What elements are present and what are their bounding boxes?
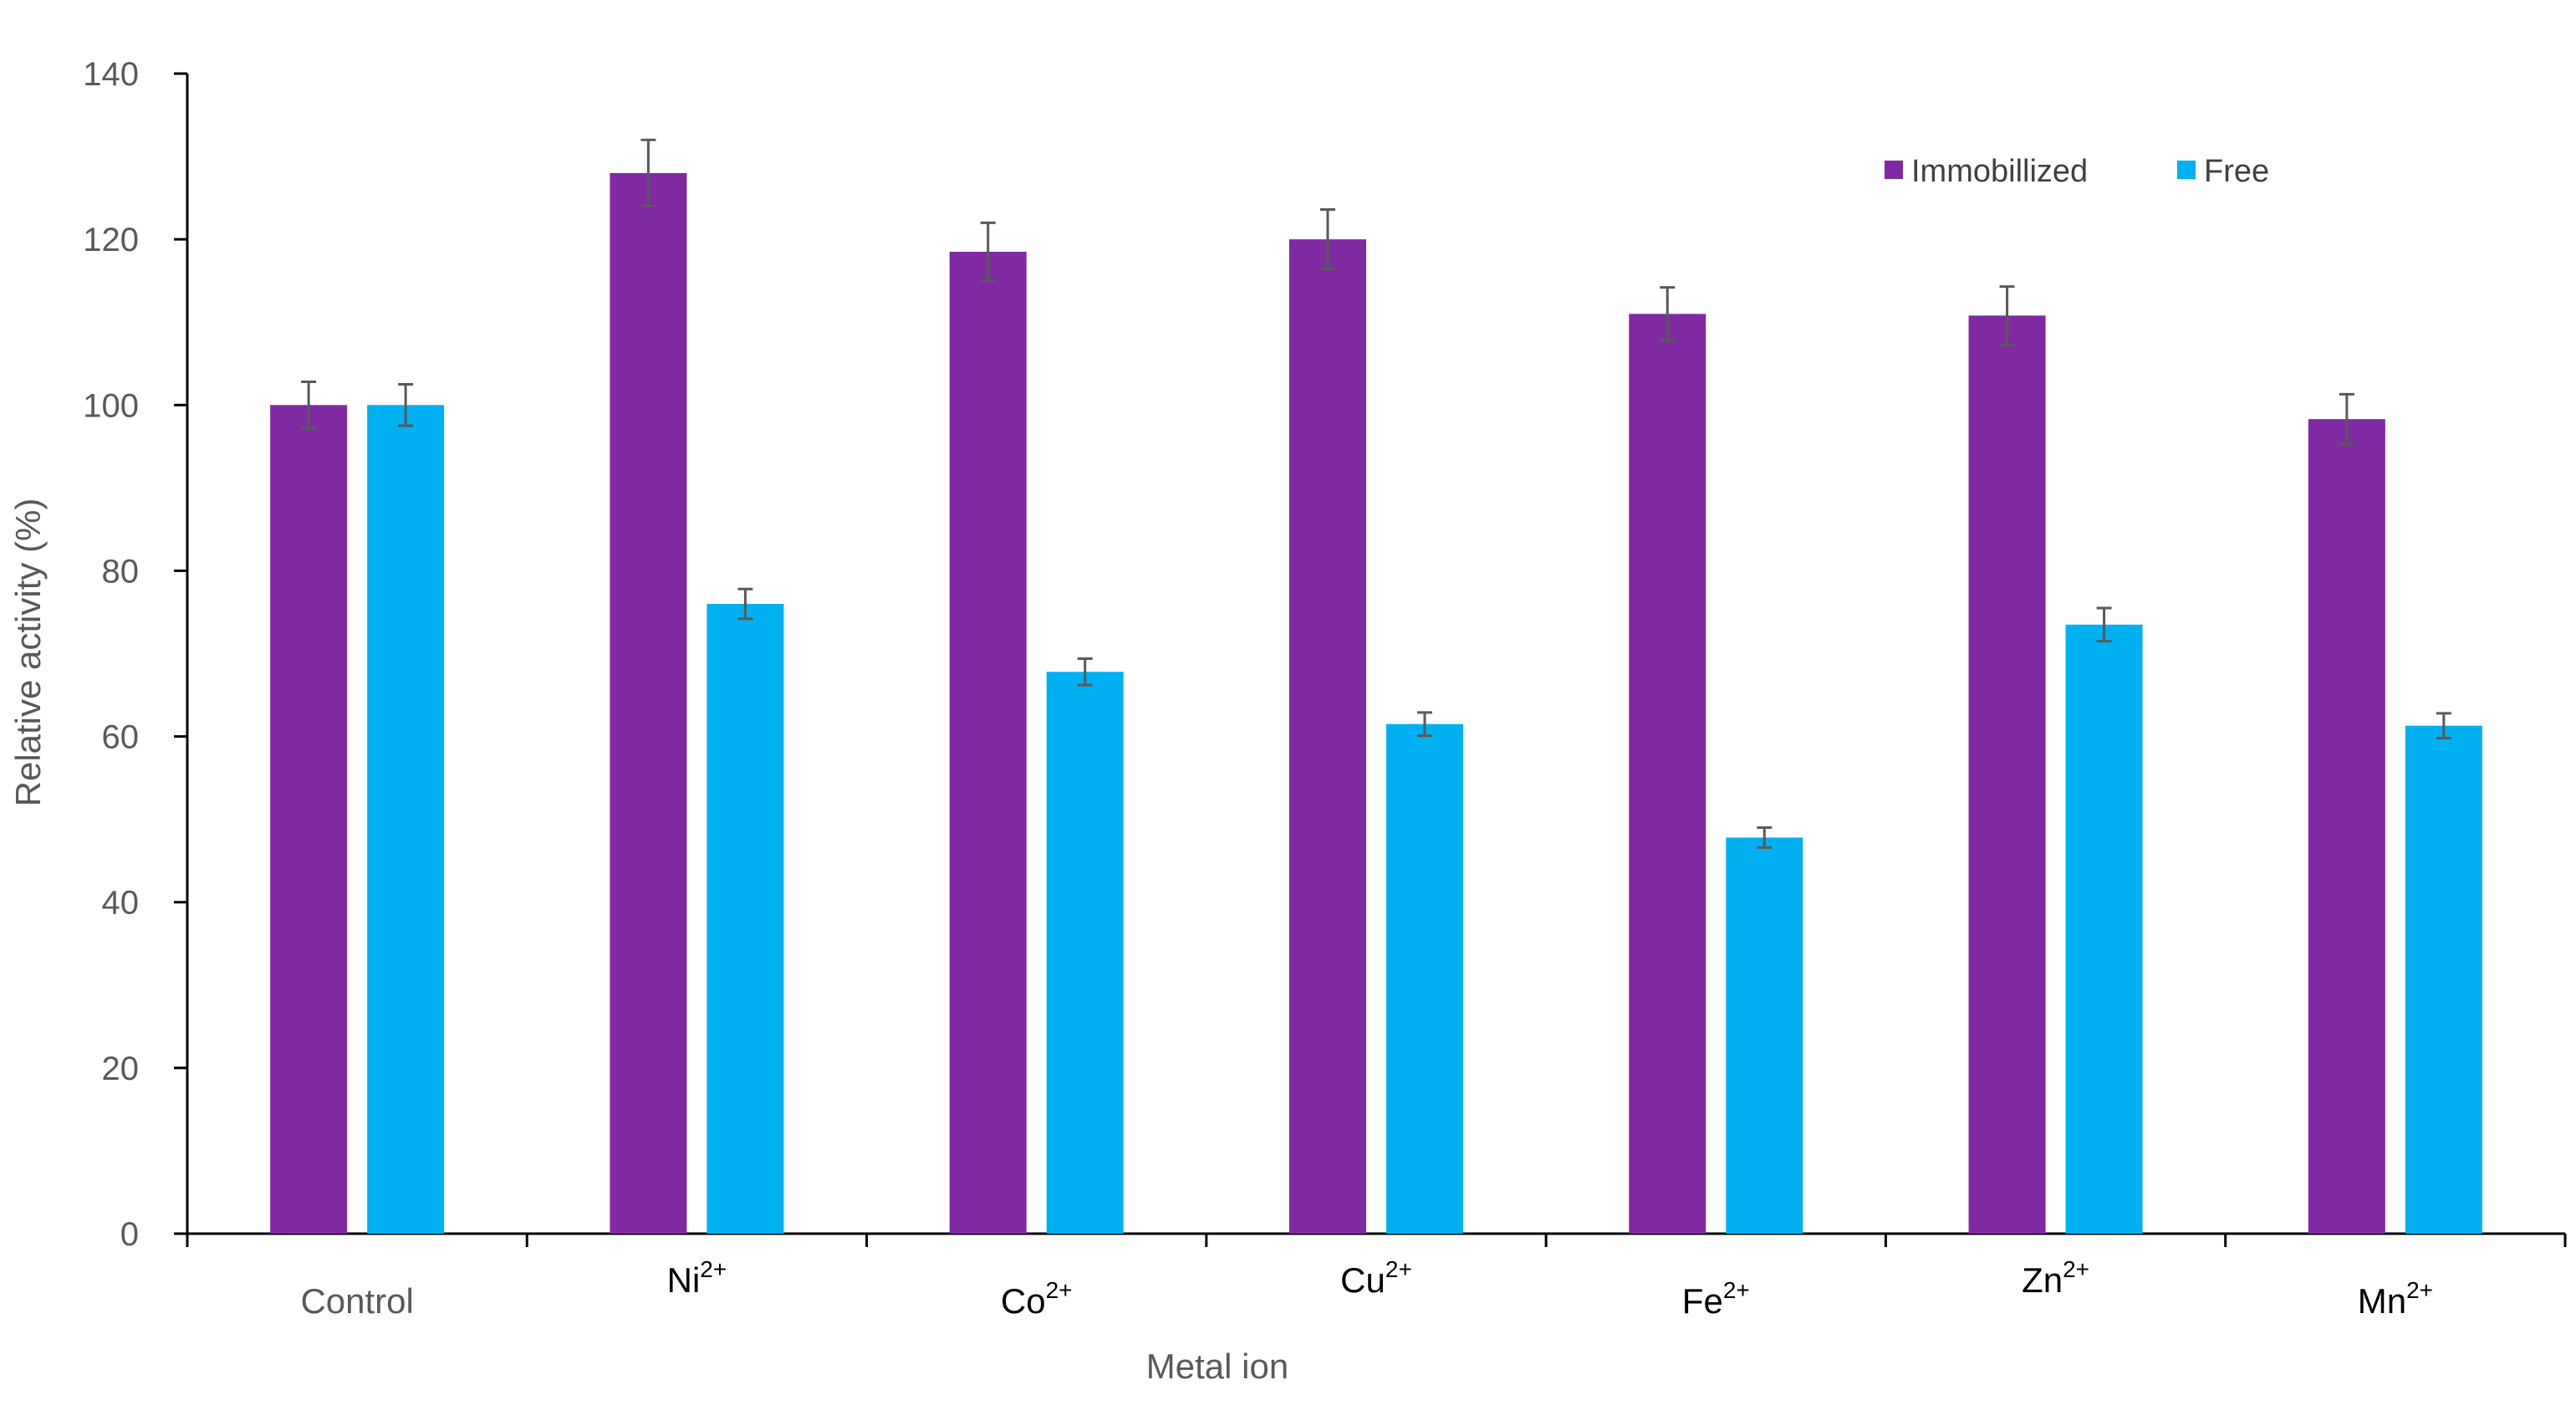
- legend-label: Free: [2204, 154, 2269, 189]
- error-bar: [398, 383, 414, 427]
- error-bars: [301, 138, 2451, 849]
- y-tick-label: 140: [83, 56, 139, 93]
- bar-immobillized-mn: [2308, 419, 2385, 1234]
- error-bar: [2436, 712, 2451, 740]
- category-label-base: Control: [300, 1281, 413, 1321]
- category-label-superscript: 2+: [2406, 1277, 2433, 1303]
- legend-item-immobillized: Immobillized: [1885, 154, 2088, 189]
- category-label: Control: [300, 1281, 413, 1321]
- error-bar: [1660, 286, 1676, 342]
- y-tick-label: 40: [102, 885, 140, 922]
- category-label: Fe2+: [1682, 1277, 1750, 1321]
- legend-label: Immobillized: [1911, 154, 2088, 189]
- error-bar: [640, 138, 656, 208]
- bar-immobillized-fe: [1629, 314, 1706, 1234]
- bars: [270, 172, 2482, 1234]
- bar-free-zn: [2065, 624, 2143, 1234]
- bar-immobillized-control: [270, 405, 348, 1234]
- legend-item-free: Free: [2177, 154, 2269, 189]
- error-bar: [2096, 606, 2112, 643]
- category-label-base: Co: [1001, 1281, 1046, 1321]
- error-bar: [2339, 392, 2354, 446]
- y-tick-label: 0: [120, 1216, 139, 1253]
- error-bar: [1320, 207, 1335, 271]
- x-axis-title: Metal ion: [1146, 1347, 1288, 1386]
- x-axis: [186, 1232, 2567, 1247]
- bar-immobillized-co: [949, 252, 1027, 1234]
- y-tick-label: 120: [83, 222, 139, 258]
- bar-immobillized-cu: [1289, 239, 1366, 1234]
- error-bar: [1757, 826, 1773, 849]
- category-label-base: Fe: [1682, 1281, 1723, 1321]
- category-label-base: Zn: [2022, 1260, 2063, 1300]
- y-axis-title: Relative activity (%): [8, 498, 48, 807]
- bar-free-ni: [706, 604, 784, 1234]
- y-tick-label: 20: [102, 1050, 140, 1087]
- y-tick-label: 60: [102, 719, 140, 756]
- legend-swatch: [1885, 161, 1903, 179]
- bar-free-fe: [1726, 837, 1803, 1234]
- error-bar: [980, 221, 996, 283]
- y-axis: 0 20 40 60 80 100 120 140: [83, 56, 189, 1253]
- bar-free-mn: [2405, 725, 2482, 1234]
- error-bar: [1077, 657, 1093, 687]
- category-label-base: Mn: [2358, 1281, 2406, 1321]
- category-label-superscript: 2+: [1723, 1277, 1750, 1303]
- category-label-superscript: 2+: [1385, 1256, 1412, 1282]
- category-label: Cu2+: [1340, 1256, 1412, 1300]
- category-label: Ni2+: [667, 1256, 727, 1300]
- category-label-superscript: 2+: [700, 1256, 727, 1282]
- error-bar: [1417, 711, 1432, 738]
- category-label: Mn2+: [2358, 1277, 2433, 1321]
- error-bar: [1999, 285, 2015, 346]
- category-label: Zn2+: [2022, 1256, 2089, 1300]
- bar-free-control: [367, 405, 445, 1234]
- y-tick-label: 80: [102, 553, 140, 590]
- bar-free-co: [1046, 672, 1124, 1234]
- legend-swatch: [2177, 161, 2196, 179]
- category-label-base: Ni: [667, 1260, 701, 1300]
- category-label-superscript: 2+: [1046, 1277, 1073, 1303]
- y-tick-label: 100: [83, 387, 139, 424]
- bar-free-cu: [1386, 723, 1463, 1234]
- category-label-superscript: 2+: [2063, 1256, 2089, 1282]
- bar-immobillized-zn: [1968, 315, 2046, 1234]
- bar-immobillized-ni: [610, 172, 687, 1234]
- category-label: Co2+: [1001, 1277, 1073, 1321]
- error-bar: [301, 381, 317, 430]
- category-label-base: Cu: [1340, 1260, 1385, 1300]
- error-bar: [737, 587, 753, 621]
- legend: Immobillized Free: [1885, 154, 2269, 189]
